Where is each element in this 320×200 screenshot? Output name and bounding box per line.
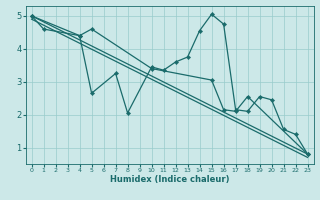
X-axis label: Humidex (Indice chaleur): Humidex (Indice chaleur) bbox=[110, 175, 229, 184]
